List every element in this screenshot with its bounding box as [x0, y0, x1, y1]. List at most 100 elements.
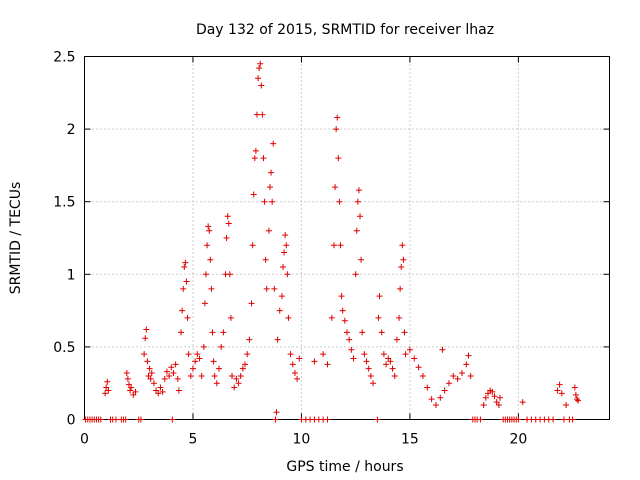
data-point: [365, 365, 372, 372]
grid-lines: [84, 56, 610, 420]
data-point: [175, 387, 182, 394]
data-point: [411, 355, 418, 362]
data-point: [233, 375, 240, 382]
data-point: [172, 361, 179, 368]
data-point: [359, 329, 366, 336]
data-point: [179, 307, 186, 314]
data-point: [324, 361, 331, 368]
data-point: [334, 114, 341, 121]
data-point: [335, 155, 342, 162]
data-point: [330, 242, 337, 249]
data-point: [244, 351, 251, 358]
data-point: [161, 375, 168, 382]
data-point: [237, 372, 244, 379]
data-point: [458, 370, 465, 377]
data-point: [182, 259, 189, 266]
data-point: [515, 416, 522, 423]
data-point: [358, 256, 365, 263]
data-point: [262, 256, 269, 263]
data-point: [344, 329, 350, 336]
data-point: [393, 336, 400, 343]
y-tick-label: 0: [67, 413, 76, 429]
data-point: [104, 378, 111, 385]
data-point: [575, 397, 582, 404]
data-point: [482, 394, 489, 401]
data-point: [291, 370, 298, 377]
data-point: [231, 384, 238, 391]
data-point: [168, 364, 175, 371]
data-point: [255, 75, 262, 82]
data-point: [189, 365, 196, 372]
data-point: [235, 380, 242, 387]
data-point: [105, 387, 112, 394]
data-point: [270, 140, 277, 147]
data-point: [346, 336, 353, 343]
data-point: [265, 227, 272, 234]
data-points: [82, 60, 582, 423]
y-tick-label: 1.5: [53, 195, 75, 211]
data-point: [253, 111, 260, 118]
data-point: [276, 307, 283, 314]
data-point: [401, 329, 408, 336]
data-point: [97, 416, 104, 423]
data-point: [357, 213, 364, 220]
data-point: [211, 372, 218, 379]
data-point: [273, 409, 280, 416]
data-point: [352, 271, 359, 278]
x-tick-label: 10: [293, 432, 311, 448]
data-point: [150, 380, 157, 387]
data-point: [143, 326, 150, 333]
data-point: [248, 300, 255, 307]
data-point: [376, 293, 383, 300]
data-point: [383, 361, 390, 368]
data-point: [454, 375, 461, 382]
data-point: [439, 346, 446, 353]
data-point: [239, 365, 246, 372]
data-point: [463, 361, 470, 368]
data-point: [428, 396, 435, 403]
y-axis-label: SRMTID / TECUs: [8, 182, 24, 295]
data-point: [380, 351, 387, 358]
data-point: [157, 384, 164, 391]
data-point: [208, 285, 215, 292]
data-point: [378, 329, 385, 336]
data-point: [184, 314, 191, 321]
data-point: [144, 358, 151, 365]
data-point: [252, 147, 259, 154]
data-point: [320, 351, 327, 358]
data-point: [246, 336, 253, 343]
data-point: [495, 401, 502, 408]
data-point: [268, 169, 275, 176]
data-point: [496, 394, 503, 401]
data-point: [282, 232, 289, 239]
data-point: [202, 271, 209, 278]
data-point: [159, 388, 166, 395]
data-point: [256, 65, 263, 72]
data-point: [181, 264, 188, 271]
plot-frame: [84, 56, 610, 420]
data-point: [556, 381, 563, 388]
data-point: [477, 416, 484, 423]
data-point: [560, 416, 567, 423]
data-point: [216, 365, 223, 372]
data-point: [174, 375, 181, 382]
data-point: [571, 384, 578, 391]
data-point: [424, 384, 431, 391]
data-point: [415, 364, 422, 371]
data-point: [122, 416, 129, 423]
data-point: [311, 358, 318, 365]
data-point: [263, 285, 270, 292]
data-point: [400, 256, 407, 263]
data-point: [206, 227, 213, 234]
data-point: [391, 372, 398, 379]
data-point: [398, 264, 405, 271]
data-point: [336, 198, 343, 205]
data-point: [123, 370, 130, 377]
data-point: [332, 184, 339, 191]
data-point: [519, 399, 526, 406]
data-point: [269, 198, 276, 205]
data-point: [375, 314, 382, 321]
data-point: [224, 213, 231, 220]
data-point: [370, 380, 377, 387]
